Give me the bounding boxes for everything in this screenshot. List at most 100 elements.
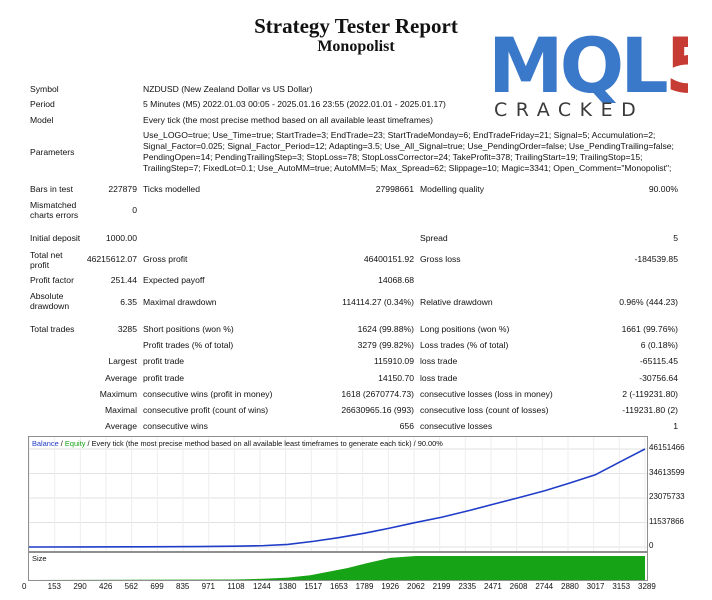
- model-value: Every tick (the most precise method base…: [143, 115, 433, 125]
- legend-balance: Balance: [32, 439, 59, 448]
- period-value: 5 Minutes (M5) 2022.01.03 00:05 - 2025.0…: [143, 99, 446, 109]
- y-tick-label: 11537866: [649, 516, 684, 526]
- pf-value: 251.44: [110, 275, 137, 285]
- logo-letter: L: [620, 28, 667, 110]
- rel-dd-label: Relative drawdown: [420, 297, 493, 307]
- largest-loss-label: loss trade: [420, 356, 458, 366]
- mql5-logo: MQL5: [488, 28, 688, 110]
- bars-label: Bars in test: [30, 184, 73, 194]
- y-tick-label: 23075733: [649, 492, 685, 501]
- y-tick-label: 46151466: [649, 443, 685, 452]
- abs-dd-label: Absolute drawdown: [30, 291, 70, 311]
- largest-loss-value: -65115.45: [639, 356, 678, 366]
- average-loss-value: -30756.64: [639, 373, 678, 383]
- payoff-label: Expected payoff: [143, 275, 205, 285]
- average-loss-label: loss trade: [420, 373, 458, 383]
- balance-chart: [28, 436, 648, 552]
- report-subtitle: Monopolist: [317, 38, 395, 55]
- bars-value: 227879: [108, 184, 137, 194]
- payoff-value: 14068.68: [378, 275, 414, 285]
- size-label: Size: [32, 554, 47, 563]
- legend-description: / Every tick (the most precise method ba…: [87, 439, 443, 448]
- loss-trades-value: 6 (0.18%): [640, 340, 678, 350]
- average-label: Average: [105, 373, 137, 383]
- average-profit-label: profit trade: [143, 373, 185, 383]
- logo-letter: 5: [665, 28, 688, 110]
- series-balance-line: [28, 448, 646, 548]
- logo-subtext: CRACKED: [494, 99, 645, 121]
- x-tick-label: 1789: [355, 582, 374, 591]
- short-value: 1624 (99.88%): [357, 324, 414, 334]
- avg-cons-losses-value: 1: [673, 421, 678, 431]
- trades-label: Total trades: [30, 324, 75, 334]
- x-tick-label: 2471: [484, 582, 502, 591]
- largest-profit-value: 115910.09: [374, 356, 414, 366]
- x-tick-label: 426: [99, 582, 113, 591]
- max-dd-label: Maximal drawdown: [143, 297, 217, 307]
- net-value: 46215612.07: [86, 254, 137, 264]
- x-tick-label: 2744: [535, 582, 554, 591]
- x-tick-label: 835: [176, 582, 190, 591]
- parameters-line: Use_LOGO=true; Use_Time=true; StartTrade…: [143, 130, 656, 140]
- parameters-label: Parameters: [30, 147, 75, 157]
- symbol-label: Symbol: [30, 84, 59, 94]
- spread-label: Spread: [420, 233, 448, 243]
- symbol-value: NZDUSD (New Zealand Dollar vs US Dollar): [143, 84, 313, 94]
- short-label: Short positions (won %): [143, 324, 234, 334]
- logo-text-mql: MQL5: [488, 28, 688, 110]
- x-tick-label: 1244: [253, 582, 271, 591]
- largest-label: Largest: [108, 356, 137, 366]
- logo-letter: M: [488, 28, 560, 110]
- maximal-profit-label: consecutive profit (count of wins): [143, 405, 269, 415]
- x-tick-label: 699: [150, 582, 164, 591]
- legend-equity: Equity: [64, 439, 86, 448]
- maximal-profit-value: 26630965.16 (993): [341, 405, 414, 415]
- loss-trades-label: Loss trades (% of total): [420, 340, 509, 350]
- legend-separator: /: [60, 439, 63, 448]
- avg-cons-wins-value: 656: [399, 421, 414, 431]
- size-chart: [28, 552, 648, 581]
- largest-profit-label: profit trade: [143, 356, 185, 366]
- max-dd-value: 114114.27 (0.34%): [342, 297, 414, 307]
- y-tick-label: 0: [649, 541, 654, 550]
- maximal-loss-value: -119231.80 (2): [622, 405, 678, 415]
- abs-dd-value: 6.35: [120, 297, 137, 307]
- profit-trades-value: 3279 (99.82%): [357, 340, 414, 350]
- logo-letter: Q: [560, 28, 621, 110]
- x-tick-label: 153: [47, 582, 62, 591]
- x-tick-label: 2199: [432, 582, 451, 591]
- average-profit-value: 14150.70: [378, 373, 414, 383]
- x-tick-label: 0: [22, 582, 27, 591]
- x-tick-label: 1926: [381, 582, 400, 591]
- avg-cons-wins-label: consecutive wins: [143, 421, 208, 431]
- x-tick-label: 1108: [227, 582, 245, 591]
- x-tick-label: 290: [73, 582, 87, 591]
- ticks-value: 27998661: [375, 184, 414, 194]
- rel-dd-value: 0.96% (444.23): [619, 297, 678, 307]
- gross-loss-label: Gross loss: [420, 254, 461, 264]
- x-tick-label: 1517: [304, 582, 323, 591]
- average2-label: Average: [105, 421, 137, 431]
- x-tick-label: 2335: [458, 582, 477, 591]
- max-cons-wins-value: 1618 (2670774.73): [341, 389, 414, 399]
- long-label: Long positions (won %): [420, 324, 510, 334]
- report-title: Strategy Tester Report: [254, 14, 458, 38]
- x-tick-label: 2608: [509, 582, 528, 591]
- max-cons-wins-label: consecutive wins (profit in money): [143, 389, 273, 399]
- parameters-line: Signal_Factor=0.025; Signal_Factor_Perio…: [143, 141, 674, 151]
- y-tick-label: 34613599: [649, 467, 685, 477]
- net-label: Total net profit: [30, 250, 63, 270]
- gross-loss-value: -184539.85: [634, 254, 679, 264]
- avg-cons-losses-label: consecutive losses: [420, 421, 493, 431]
- pf-label: Profit factor: [30, 275, 74, 285]
- deposit-value: 1000.00: [105, 233, 137, 243]
- x-tick-label: 3017: [586, 582, 605, 591]
- mismatch-value: 0: [132, 205, 137, 215]
- gross-profit-value: 46400151.92: [363, 254, 414, 264]
- profit-trades-label: Profit trades (% of total): [143, 340, 234, 350]
- trades-value: 3285: [117, 324, 137, 334]
- x-tick-label: 3153: [612, 582, 631, 591]
- size-chart-svg: [29, 556, 645, 580]
- quality-label: Modelling quality: [420, 184, 485, 194]
- x-tick-label: 3289: [638, 582, 656, 591]
